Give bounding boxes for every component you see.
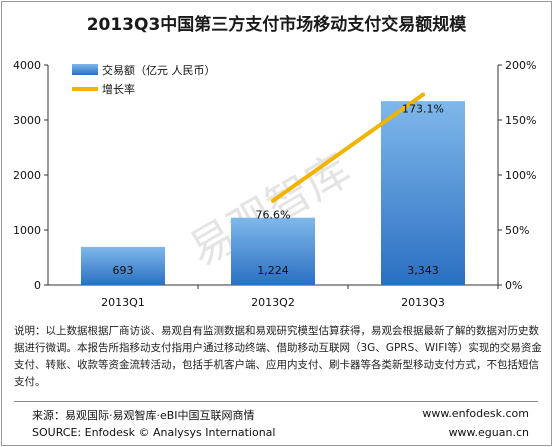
- y-left-tick-label: 3000: [13, 114, 41, 127]
- source-site-1: www.enfodesk.com: [422, 407, 529, 420]
- bar-2013Q3: [381, 101, 465, 285]
- x-tick-label: 2013Q3: [401, 296, 445, 309]
- source-site-2: www.eguan.cn: [448, 426, 529, 439]
- growth-point-2013Q3: [421, 92, 425, 97]
- bar-2013Q1: [81, 246, 165, 285]
- bar-value-label: 1,224: [257, 264, 289, 277]
- x-tick-label: 2013Q1: [101, 296, 145, 309]
- y-right-tick-label: 50%: [505, 224, 529, 237]
- y-left-tick-label: 1000: [13, 224, 41, 237]
- y-left-tick-label: 2000: [13, 169, 41, 182]
- bar-value-label: 693: [113, 264, 134, 277]
- y-left-tick-label: 4000: [13, 59, 41, 72]
- y-right-tick-label: 200%: [505, 59, 536, 72]
- bar-2013Q2: [231, 217, 315, 285]
- y-right-tick-label: 0%: [505, 279, 522, 292]
- source-line-1: 来源：易观国际·易观智库·eBI中国互联网商情: [32, 409, 255, 422]
- growth-value-label: 173.1%: [402, 103, 444, 116]
- x-tick-label: 2013Q2: [251, 296, 295, 309]
- growth-point-2013Q2: [271, 198, 275, 203]
- source-line-2: SOURCE: Enfodesk © Analysys Internationa…: [32, 426, 276, 439]
- bar-value-label: 3,343: [407, 264, 439, 277]
- chart-note: 说明：以上数据根据厂商访谈、易观自有监测数据和易观研究模型估算获得，易观会根据最…: [14, 325, 542, 388]
- chart-area: 易观智库010002000300040000%50%100%150%200%20…: [13, 59, 536, 309]
- y-left-tick-label: 0: [34, 279, 41, 292]
- y-right-tick-label: 100%: [505, 169, 536, 182]
- growth-value-label: 76.6%: [256, 209, 291, 222]
- y-right-tick-label: 150%: [505, 114, 536, 127]
- growth-line: [271, 92, 425, 203]
- legend-bar-label: 交易额（亿元 人民币）: [102, 63, 216, 77]
- chart-title: 2013Q3中国第三方支付市场移动支付交易额规模: [86, 15, 467, 35]
- source-divider: [14, 401, 538, 402]
- legend-line-label: 增长率: [102, 82, 135, 96]
- legend-bar-swatch: [72, 64, 98, 75]
